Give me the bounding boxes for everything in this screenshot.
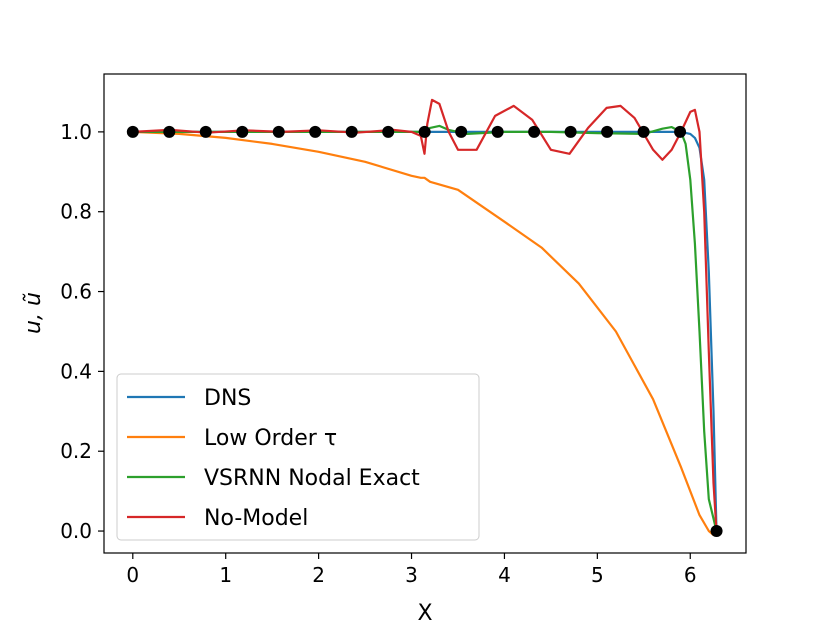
- y-tick-label: 0.4: [60, 359, 92, 383]
- data-marker: [382, 125, 395, 138]
- y-axis-label: u, ũ: [21, 292, 46, 334]
- data-marker: [345, 125, 358, 138]
- data-marker: [674, 125, 687, 138]
- data-marker: [710, 525, 723, 538]
- series-line-1: [131, 130, 718, 537]
- data-marker: [491, 125, 504, 138]
- x-tick-label: 1: [219, 563, 232, 587]
- data-marker: [236, 125, 249, 138]
- data-marker: [126, 125, 139, 138]
- x-tick-label: 3: [405, 563, 418, 587]
- y-tick-label: 0.6: [60, 280, 92, 304]
- x-axis-label: X: [417, 601, 432, 623]
- y-axis-ticks: 0.0 0.2 0.4 0.6 0.8 1.0: [60, 120, 104, 543]
- data-marker: [418, 125, 431, 138]
- data-markers: [126, 125, 723, 538]
- data-marker: [637, 125, 650, 138]
- data-marker: [528, 125, 541, 138]
- y-tick-label: 1.0: [60, 120, 92, 144]
- legend-label: Low Order τ: [204, 426, 337, 451]
- data-marker: [163, 125, 176, 138]
- x-tick-label: 6: [684, 563, 697, 587]
- data-marker: [601, 125, 614, 138]
- data-marker: [309, 125, 322, 138]
- x-tick-label: 5: [591, 563, 604, 587]
- data-marker: [455, 125, 468, 138]
- y-tick-label: 0.0: [60, 519, 92, 543]
- x-tick-label: 2: [312, 563, 325, 587]
- y-tick-label: 0.8: [60, 200, 92, 224]
- plot-frame: [103, 73, 747, 554]
- data-marker: [564, 125, 577, 138]
- x-tick-label: 0: [126, 563, 139, 587]
- x-axis-ticks: 0 1 2 3 4 5 6: [126, 553, 697, 587]
- y-tick-label: 0.2: [60, 439, 92, 463]
- legend: DNS Low Order τ VSRNN Nodal Exact No-Model: [116, 373, 480, 541]
- legend-label: DNS: [204, 386, 251, 411]
- x-tick-label: 4: [498, 563, 511, 587]
- legend-label: No-Model: [204, 506, 308, 531]
- legend-box: [116, 373, 480, 541]
- legend-label: VSRNN Nodal Exact: [204, 466, 420, 491]
- data-marker: [199, 125, 212, 138]
- data-marker: [272, 125, 285, 138]
